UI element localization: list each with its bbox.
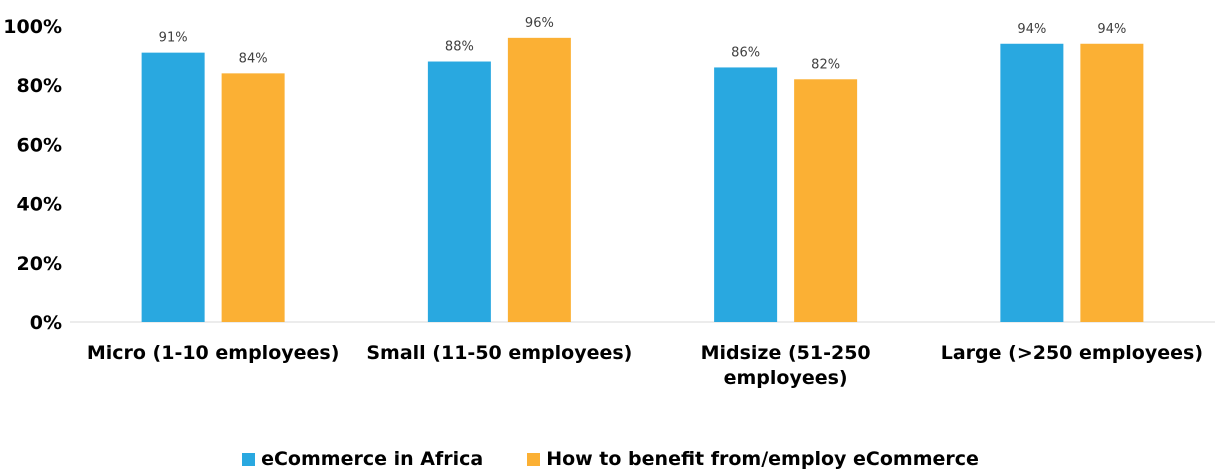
legend-label: eCommerce in Africa [261, 448, 484, 470]
y-tick-label: 60% [17, 134, 62, 156]
bar [221, 73, 285, 322]
legend-swatch-blue [242, 452, 256, 466]
data-label: 86% [731, 45, 760, 60]
legend: eCommerce in Africa How to benefit from/… [0, 446, 1221, 472]
legend-item-benefit-ecommerce: How to benefit from/employ eCommerce [527, 448, 979, 470]
bar [141, 52, 205, 322]
bar [714, 67, 778, 322]
bar [507, 37, 571, 323]
y-tick-label: 0% [30, 312, 62, 334]
bar [794, 79, 858, 322]
y-tick-label: 80% [17, 75, 62, 97]
legend-swatch-orange [527, 452, 541, 466]
bar [1080, 43, 1144, 322]
y-tick-label: 20% [17, 253, 62, 275]
x-tick-label: Small (11-50 employees) [366, 342, 632, 364]
x-tick-label: employees) [724, 367, 848, 389]
data-label: 96% [525, 16, 554, 31]
data-label: 88% [445, 40, 474, 55]
y-tick-label: 40% [17, 194, 62, 216]
data-label: 94% [1097, 22, 1126, 37]
data-label: 84% [239, 51, 268, 66]
bar [427, 61, 491, 323]
legend-label: How to benefit from/employ eCommerce [546, 448, 979, 470]
y-tick-label: 100% [3, 16, 62, 38]
data-label: 82% [811, 57, 840, 72]
x-tick-label: Micro (1-10 employees) [87, 342, 340, 364]
data-label: 94% [1017, 22, 1046, 37]
x-tick-label: Large (>250 employees) [941, 342, 1203, 364]
bar [1000, 43, 1064, 322]
data-label: 91% [159, 31, 188, 46]
x-tick-label: Midsize (51-250 [701, 342, 871, 364]
legend-item-ecommerce-in-africa: eCommerce in Africa [242, 448, 483, 470]
